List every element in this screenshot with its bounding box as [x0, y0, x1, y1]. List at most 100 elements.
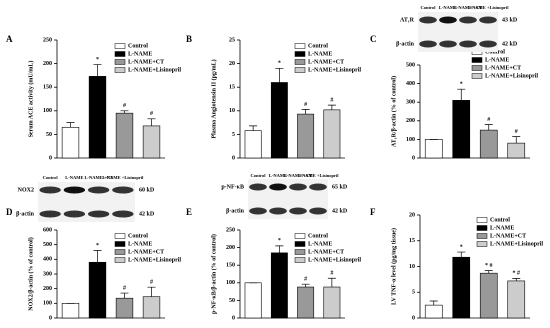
error-bar — [301, 283, 310, 288]
y-tick-label: 0 — [232, 315, 235, 321]
blot-row-label: AT₁R — [400, 17, 415, 23]
blot-band — [249, 207, 267, 215]
legend-swatch — [114, 241, 126, 247]
blot-band — [439, 40, 457, 48]
bar — [479, 129, 498, 159]
legend-label: Control — [308, 43, 328, 49]
panel-label: D — [6, 207, 13, 217]
bar — [115, 297, 134, 319]
y-tick-label: 20 — [409, 212, 415, 218]
bar — [507, 142, 526, 159]
bar — [88, 76, 107, 159]
blot-band — [112, 186, 134, 194]
bar — [323, 286, 341, 319]
significance-mark: * — [460, 82, 463, 88]
legend-label: Control — [128, 233, 148, 239]
blot-band — [87, 210, 110, 218]
y-tick-label: 0 — [49, 155, 52, 161]
legend-label: Control — [490, 217, 510, 223]
significance-mark: # — [150, 280, 153, 286]
y-tick-label: 100 — [406, 137, 415, 143]
legend-swatch — [471, 57, 483, 63]
y-tick-label: 50 — [229, 298, 235, 304]
bar — [479, 272, 498, 319]
bar — [244, 130, 262, 159]
legend-label: L-NAME — [308, 241, 332, 247]
legend-swatch — [294, 51, 306, 57]
legend-swatch — [471, 65, 483, 71]
blot-row-label: β-actin — [16, 211, 34, 217]
error-bar — [512, 136, 521, 144]
significance-mark: * — [460, 244, 463, 250]
blot-band — [309, 183, 327, 191]
legend-swatch — [476, 217, 488, 223]
error-bar — [66, 122, 75, 128]
error-bar — [457, 251, 466, 258]
y-tick-label: 100 — [43, 301, 52, 307]
y-tick-label: 15 — [409, 238, 415, 244]
legend-swatch — [294, 241, 306, 247]
significance-mark: # — [330, 98, 333, 104]
blot-kd-label: 60 kD — [139, 187, 155, 193]
blot-band — [459, 16, 477, 24]
bar — [424, 139, 443, 159]
significance-mark: * — [96, 243, 99, 249]
blot-row-label: β-actin — [226, 208, 244, 214]
blot-kd-label: 43 kD — [502, 17, 518, 23]
legend-swatch — [294, 43, 306, 49]
y-axis-label: LV TNF-α level (pg/mg tissue) — [390, 228, 397, 305]
bar — [115, 112, 134, 159]
bar — [142, 125, 161, 159]
error-bar — [275, 67, 284, 83]
significance-mark: * # — [485, 263, 493, 269]
significance-mark: # — [150, 111, 153, 117]
legend-label: L-NAME — [308, 51, 332, 57]
y-tick-label: 5 — [232, 132, 235, 138]
bar — [507, 280, 526, 319]
lane-label: Control — [421, 5, 437, 10]
legend-label: L-NAME — [128, 241, 152, 247]
error-bar — [275, 245, 284, 253]
significance-mark: # — [304, 277, 307, 283]
blot-band — [419, 16, 437, 24]
error-bar — [147, 286, 156, 297]
legend-label: L-NAME+Lisinopril — [485, 73, 538, 79]
blot-band — [87, 186, 110, 194]
blot-band — [419, 40, 437, 48]
y-tick-label: 250 — [43, 37, 52, 43]
lane-label: L-NAME — [65, 175, 83, 180]
bar — [244, 282, 262, 319]
y-tick-label: 200 — [406, 118, 415, 124]
bar — [61, 303, 80, 319]
error-bar — [120, 292, 129, 299]
bar — [142, 296, 161, 319]
blot-band — [249, 183, 267, 191]
bar — [270, 82, 288, 159]
blot-row-label: β-actin — [396, 41, 414, 47]
legend-label: Control — [128, 43, 148, 49]
error-bar — [301, 109, 310, 115]
legend-swatch — [476, 241, 488, 247]
legend-label: L-NAME — [490, 225, 514, 231]
significance-mark: # — [515, 129, 518, 135]
legend-label: L-NAME+CT — [485, 65, 521, 71]
y-tick-label: 200 — [226, 245, 235, 251]
y-tick-label: 400 — [43, 257, 52, 263]
blot-kd-label: 42 kD — [502, 41, 518, 47]
bar — [452, 100, 471, 159]
blot-band — [479, 40, 497, 48]
error-bar — [93, 64, 102, 77]
legend-label: L-NAME — [485, 57, 509, 63]
blot-band — [63, 186, 86, 194]
bar — [297, 286, 315, 319]
legend-label: L-NAME+CT — [308, 249, 344, 255]
legend-label: Control — [308, 233, 328, 239]
error-bar — [120, 110, 129, 114]
y-tick-label: 15 — [229, 85, 235, 91]
legend-label: L-NAME+CT — [128, 59, 164, 65]
lane-label: Control — [43, 175, 59, 180]
blot-kd-label: 65 kD — [332, 184, 348, 190]
blot-band — [63, 210, 86, 218]
legend-swatch — [294, 59, 306, 65]
